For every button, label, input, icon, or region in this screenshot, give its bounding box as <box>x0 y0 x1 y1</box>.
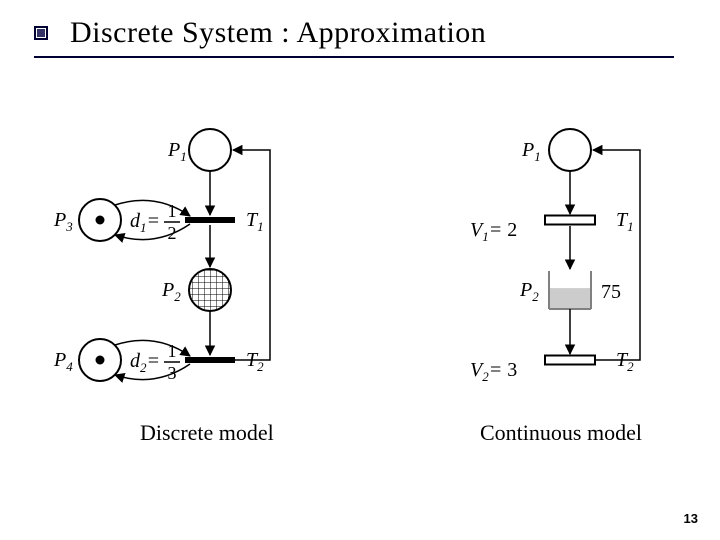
title-bullet-icon <box>34 26 48 40</box>
label-p3: P3 <box>53 209 73 234</box>
place-p1 <box>189 129 231 171</box>
rate-d1-num: 1 <box>168 201 177 221</box>
tank-p2 <box>549 271 591 309</box>
clabel-t2: T2 <box>616 349 634 374</box>
cont-place-p1 <box>549 129 591 171</box>
cont-t2-bar <box>545 356 595 365</box>
svg-text:d2=: d2= <box>130 350 160 375</box>
clabel-t1: T1 <box>616 209 634 234</box>
eq-v1: V1= 2 <box>470 219 517 244</box>
label-p2: P2 <box>161 279 181 304</box>
diagram-canvas: P1 P2 P3 P4 T1 T2 d1= 1 2 d2= 1 3 Discre… <box>0 90 720 460</box>
caption-continuous: Continuous model <box>480 420 642 445</box>
tank-value: 75 <box>601 281 621 303</box>
label-t1: T1 <box>246 209 264 234</box>
label-t2: T2 <box>246 349 264 374</box>
token-p4 <box>96 356 105 365</box>
clabel-p2: P2 <box>519 279 539 304</box>
rate-d1: d1= 1 2 <box>130 201 180 243</box>
label-p1: P1 <box>167 139 187 164</box>
rate-d1-den: 2 <box>168 223 177 243</box>
transition-t1-bar <box>185 217 235 223</box>
eq-v2: V2= 3 <box>470 359 517 384</box>
page-number: 13 <box>684 511 698 526</box>
arc-t2-p1-loop <box>233 150 270 360</box>
cont-t1-bar <box>545 216 595 225</box>
carc-t2-p1-loop <box>593 150 640 360</box>
place-p2 <box>189 269 231 311</box>
rate-d2-den: 3 <box>168 363 177 383</box>
svg-text:d1=: d1= <box>130 210 160 235</box>
rate-d2-num: 1 <box>168 341 177 361</box>
title-row: Discrete System : Approximation <box>0 16 720 50</box>
transition-t2-bar <box>185 357 235 363</box>
label-p4: P4 <box>53 349 73 374</box>
rate-d2: d2= 1 3 <box>130 341 180 383</box>
title-underline <box>34 56 674 58</box>
tank-level <box>549 288 591 309</box>
caption-discrete: Discrete model <box>140 420 274 445</box>
page-title: Discrete System : Approximation <box>70 16 486 50</box>
token-p3 <box>96 216 105 225</box>
clabel-p1: P1 <box>521 139 541 164</box>
